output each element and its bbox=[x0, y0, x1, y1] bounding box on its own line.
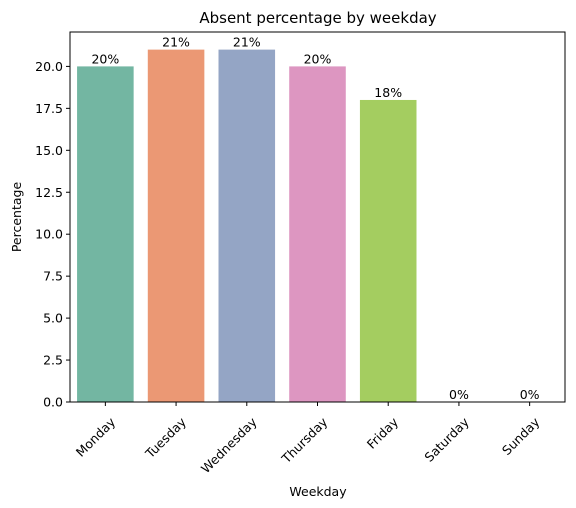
y-tick-label-0: 0.0 bbox=[43, 395, 63, 410]
x-tick-label-friday: Friday bbox=[364, 414, 402, 452]
x-tick-label-wednesday: Wednesday bbox=[198, 414, 260, 476]
data-label-thursday: 20% bbox=[304, 51, 332, 66]
data-label-tuesday: 21% bbox=[162, 35, 190, 50]
x-tick-label-monday: Monday bbox=[73, 414, 119, 460]
y-tick-label-7: 17.5 bbox=[35, 101, 63, 116]
y-tick-label-1: 2.5 bbox=[43, 353, 63, 368]
data-label-sunday: 0% bbox=[520, 387, 540, 402]
data-label-monday: 20% bbox=[91, 51, 119, 66]
x-tick-label-tuesday: Tuesday bbox=[142, 414, 190, 462]
y-tick-label-4: 10.0 bbox=[35, 227, 63, 242]
y-axis: 0.0 2.5 5.0 7.5 10.0 12.5 15.0 17.5 20.0 bbox=[35, 59, 70, 410]
x-tick-label-sunday: Sunday bbox=[499, 414, 543, 458]
y-tick-label-5: 12.5 bbox=[35, 185, 63, 200]
bar-thursday bbox=[289, 66, 346, 403]
bar-tuesday bbox=[147, 49, 205, 403]
bars-layer bbox=[77, 49, 417, 403]
x-axis-title: Weekday bbox=[289, 484, 347, 499]
data-labels-layer: 20% 21% 21% 20% 18% 0% 0% bbox=[91, 35, 539, 402]
y-tick-label-8: 20.0 bbox=[35, 59, 63, 74]
y-tick-label-2: 5.0 bbox=[43, 311, 63, 326]
bar-wednesday bbox=[218, 49, 276, 403]
x-tick-label-saturday: Saturday bbox=[421, 414, 472, 465]
bar-friday bbox=[359, 99, 417, 403]
data-label-saturday: 0% bbox=[449, 387, 469, 402]
x-axis: Monday Tuesday Wednesday Thursday Friday Satu… bbox=[73, 402, 543, 476]
chart-title: Absent percentage by weekday bbox=[199, 9, 436, 27]
y-tick-label-6: 15.0 bbox=[35, 143, 63, 158]
plot-frame bbox=[69, 31, 566, 403]
bar-monday bbox=[77, 66, 134, 403]
x-tick-label-thursday: Thursday bbox=[278, 414, 331, 467]
data-label-wednesday: 21% bbox=[233, 35, 261, 50]
data-label-friday: 18% bbox=[374, 85, 402, 100]
y-tick-label-3: 7.5 bbox=[43, 269, 63, 284]
y-axis-title: Percentage bbox=[9, 182, 24, 253]
